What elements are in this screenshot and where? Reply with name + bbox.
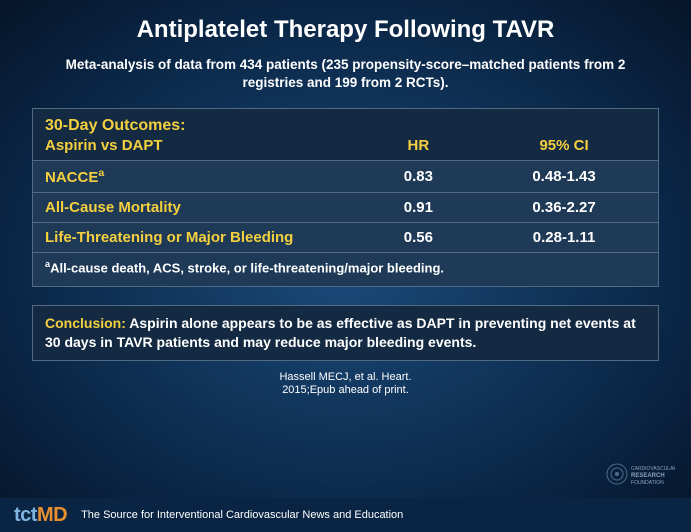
tctmd-logo: tctMD (14, 504, 67, 527)
outcome-cell: NACCEa (45, 167, 355, 186)
footer-bar: tctMD The Source for Interventional Card… (0, 498, 691, 532)
footer-tagline: The Source for Interventional Cardiovasc… (81, 509, 403, 521)
ci-cell: 0.28-1.11 (482, 229, 646, 246)
table-header: 30-Day Outcomes: Aspirin vs DAPT HR 95% … (33, 109, 658, 161)
svg-text:CARDIOVASCULAR: CARDIOVASCULAR (631, 466, 675, 472)
col-ci-header: 95% CI (482, 137, 646, 154)
citation-line1: Hassell MECJ, et al. Heart. (279, 371, 411, 383)
svg-text:FOUNDATION: FOUNDATION (631, 480, 664, 486)
table-row: NACCEa 0.83 0.48-1.43 (33, 161, 658, 193)
crf-logo-icon: CARDIOVASCULAR RESEARCH FOUNDATION (605, 456, 675, 492)
hr-cell: 0.56 (355, 229, 482, 246)
slide-title: Antiplatelet Therapy Following TAVR (0, 0, 691, 44)
conclusion-text: Aspirin alone appears to be as effective… (45, 315, 636, 350)
outcome-cell: Life-Threatening or Major Bleeding (45, 229, 355, 246)
slide-subtitle: Meta-analysis of data from 434 patients … (0, 44, 691, 92)
hr-cell: 0.91 (355, 199, 482, 216)
citation: Hassell MECJ, et al. Heart. 2015;Epub ah… (0, 371, 691, 399)
header-line2: Aspirin vs DAPT (45, 137, 355, 154)
ci-cell: 0.36-2.27 (482, 199, 646, 216)
col-hr-header: HR (355, 137, 482, 154)
table-row: Life-Threatening or Major Bleeding 0.56 … (33, 223, 658, 253)
table-footnote: aAll-cause death, ACS, stroke, or life-t… (33, 253, 658, 285)
conclusion-box: Conclusion: Aspirin alone appears to be … (32, 305, 659, 361)
hr-cell: 0.83 (355, 168, 482, 185)
ci-cell: 0.48-1.43 (482, 168, 646, 185)
citation-line2: 2015;Epub ahead of print. (282, 384, 409, 396)
outcomes-table: 30-Day Outcomes: Aspirin vs DAPT HR 95% … (32, 108, 659, 286)
table-row: All-Cause Mortality 0.91 0.36-2.27 (33, 193, 658, 223)
svg-text:RESEARCH: RESEARCH (631, 473, 665, 479)
outcome-cell: All-Cause Mortality (45, 199, 355, 216)
header-line1: 30-Day Outcomes: (45, 117, 646, 135)
conclusion-label: Conclusion: (45, 315, 129, 331)
